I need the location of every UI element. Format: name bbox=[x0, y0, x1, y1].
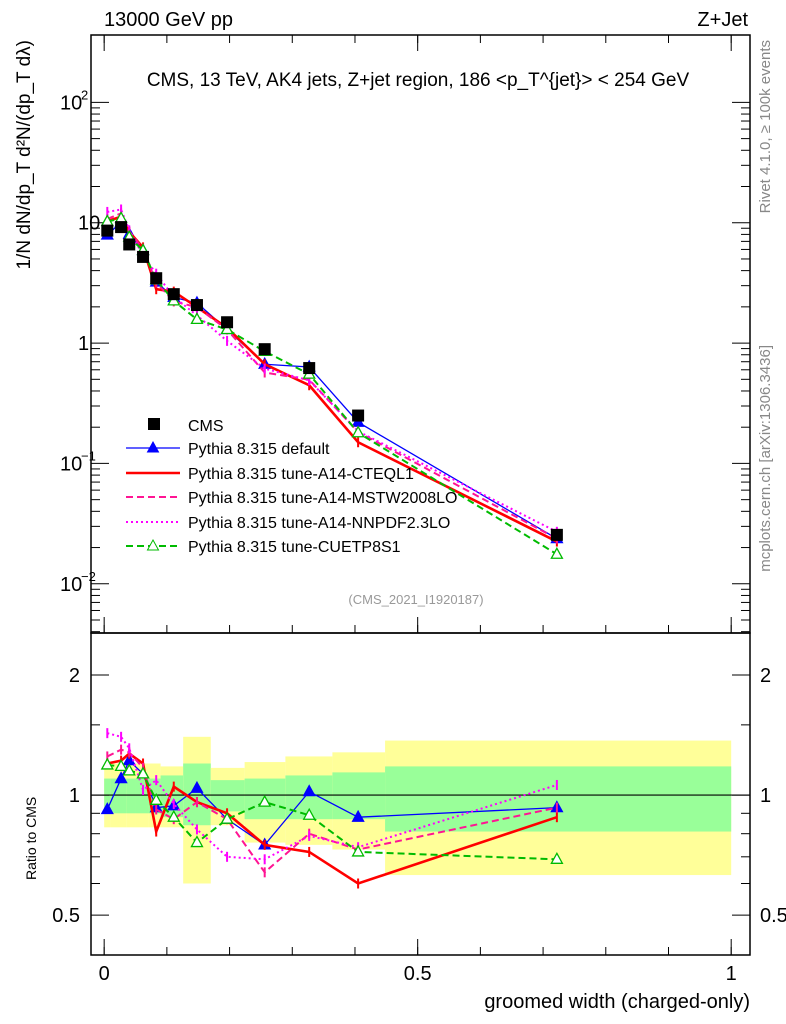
ratio-y-tick-label-right: 2 bbox=[760, 665, 771, 687]
legend-label-cms: CMS bbox=[188, 418, 224, 435]
y-tick-label-exponent: −2 bbox=[81, 569, 96, 584]
y-tick-label: 10 bbox=[60, 92, 82, 114]
data-marker-cms bbox=[137, 250, 150, 263]
ratio-frame bbox=[90, 632, 751, 956]
series-marker-0 bbox=[190, 780, 204, 793]
series-marker-4 bbox=[302, 807, 316, 820]
series-marker-4 bbox=[190, 312, 204, 325]
legend-marker-4 bbox=[146, 538, 160, 551]
chart-title: CMS, 13 TeV, AK4 jets, Z+jet region, 186… bbox=[147, 70, 690, 91]
ratio-line-2 bbox=[106, 748, 558, 874]
series-marker-4 bbox=[114, 759, 128, 772]
series-marker-4 bbox=[351, 425, 365, 438]
ratio-band-inner bbox=[126, 778, 136, 814]
data-marker-cms bbox=[550, 528, 563, 541]
data-marker-cms bbox=[150, 272, 163, 285]
ratio-band-inner bbox=[104, 778, 111, 814]
series-marker-4 bbox=[100, 757, 114, 770]
series-marker-4 bbox=[550, 851, 564, 864]
header-left: 13000 GeV pp bbox=[104, 9, 233, 31]
ratio-band-inner bbox=[210, 780, 245, 812]
legend-label-4: Pythia 8.315 tune-CUETP8S1 bbox=[188, 539, 401, 556]
ratio-line-3 bbox=[107, 732, 558, 861]
series-marker-4 bbox=[220, 322, 234, 335]
series-marker-4 bbox=[149, 792, 163, 805]
series-marker-4 bbox=[258, 794, 272, 807]
series-marker-0 bbox=[302, 784, 316, 797]
series-marker-0 bbox=[351, 809, 365, 822]
ratio-y-tick-label: 0.5 bbox=[52, 905, 80, 927]
series-marker-4 bbox=[190, 835, 204, 848]
y-tick-label-exponent: 2 bbox=[81, 87, 88, 102]
data-marker-cms bbox=[221, 316, 234, 329]
series-marker-4 bbox=[167, 809, 181, 822]
series-marker-0 bbox=[100, 802, 114, 815]
series-marker-4 bbox=[351, 844, 365, 857]
ratio-band-inner bbox=[135, 778, 149, 814]
series-marker-4 bbox=[122, 763, 136, 776]
data-marker-cms bbox=[303, 362, 316, 375]
legend-label-3: Pythia 8.315 tune-A14-NNPDF2.3LO bbox=[188, 515, 450, 532]
ratio-y-tick-label: 1 bbox=[69, 785, 80, 807]
ratio-line-1 bbox=[107, 752, 558, 885]
series-marker-0 bbox=[114, 771, 128, 784]
y-tick-label: 10 bbox=[60, 453, 82, 475]
y-tick-label-exponent: −1 bbox=[81, 448, 96, 463]
ratio-y-tick-label-right: 0.5 bbox=[760, 905, 786, 927]
rivet-label: Rivet 4.1.0, ≥ 100k events bbox=[757, 40, 774, 213]
ratio-y-tick-label-right: 1 bbox=[760, 785, 771, 807]
data-marker-cms bbox=[258, 343, 271, 356]
series-marker-4 bbox=[550, 546, 564, 559]
mcplots-label: mcplots.cern.ch [arXiv:1306.3436] bbox=[757, 345, 774, 572]
y-tick-label: 10 bbox=[60, 574, 82, 596]
data-marker-cms bbox=[115, 221, 128, 234]
y-tick-label: 1 bbox=[78, 333, 89, 355]
ratio-y-tick-label: 2 bbox=[69, 665, 80, 687]
y-tick-label: 10 bbox=[78, 213, 100, 235]
data-marker-cms bbox=[123, 238, 136, 251]
ratio-band-inner bbox=[183, 763, 211, 826]
series-line-4 bbox=[107, 217, 558, 556]
ratio-band-inner bbox=[110, 778, 127, 814]
x-tick-label: 0.5 bbox=[404, 963, 432, 985]
data-marker-cms bbox=[352, 409, 365, 422]
legend-label-2: Pythia 8.315 tune-A14-MSTW2008LO bbox=[188, 490, 457, 507]
ratio-band-inner bbox=[385, 766, 732, 832]
header-right: Z+Jet bbox=[697, 9, 748, 31]
x-axis-label: groomed width (charged-only) bbox=[484, 991, 750, 1013]
series-line-3 bbox=[107, 208, 558, 533]
data-marker-cms bbox=[167, 288, 180, 301]
legend-label-1: Pythia 8.315 tune-A14-CTEQL1 bbox=[188, 466, 414, 483]
series-marker-4 bbox=[220, 811, 234, 824]
y-axis-label: 1/N dN/dp_T d²N/(dp_T dλ) bbox=[14, 40, 35, 270]
analysis-label: (CMS_2021_I1920187) bbox=[348, 592, 483, 607]
data-marker-cms bbox=[190, 299, 203, 312]
data-marker-cms bbox=[101, 224, 114, 237]
ratio-y-axis-label: Ratio to CMS bbox=[23, 797, 39, 880]
legend-marker-cms bbox=[148, 418, 160, 430]
legend-label-0: Pythia 8.315 default bbox=[188, 441, 330, 458]
x-tick-label: 0 bbox=[99, 963, 110, 985]
series-marker-4 bbox=[136, 766, 150, 779]
legend-marker-0 bbox=[146, 440, 160, 453]
x-tick-label: 1 bbox=[726, 963, 737, 985]
